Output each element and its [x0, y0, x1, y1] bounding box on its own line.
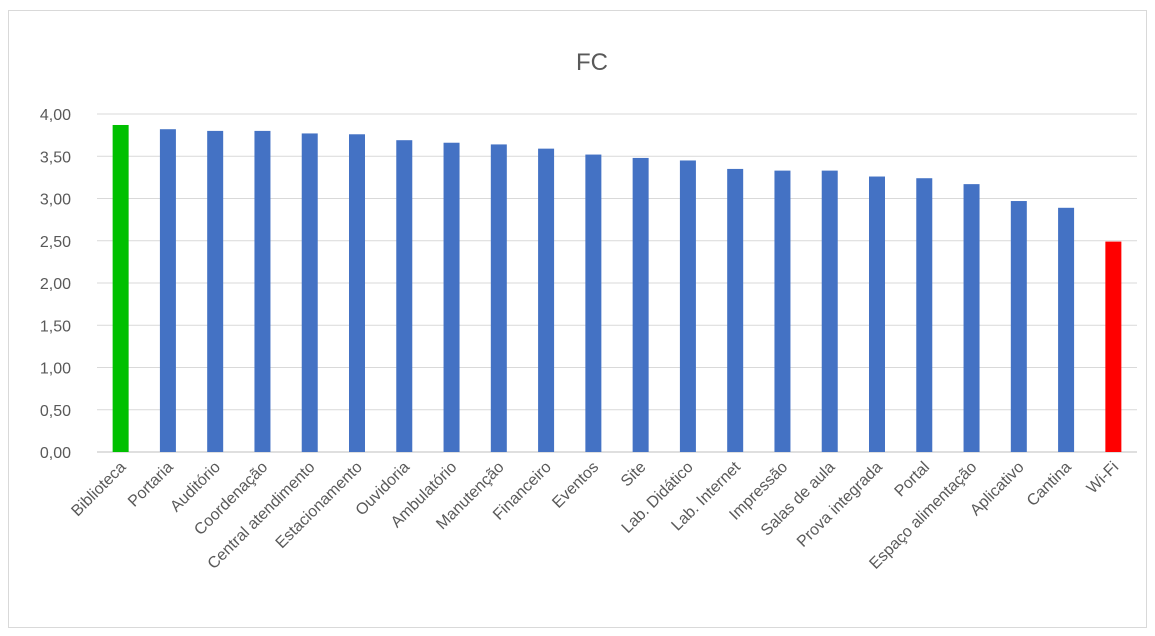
- bar: [1105, 241, 1122, 452]
- bar: [207, 130, 224, 452]
- y-axis: 0,00 0,50 1,00 1,50 2,00 2,50 3,00 3,50 4,00: [40, 107, 71, 462]
- x-tick-label: Cantina: [1024, 459, 1075, 510]
- bar: [538, 148, 555, 452]
- bar: [727, 168, 744, 453]
- bar: [916, 178, 933, 452]
- bar: [112, 124, 129, 453]
- x-tick-label: Biblioteca: [68, 459, 129, 520]
- bar: [349, 134, 365, 452]
- y-tick-label: 2,50: [40, 234, 71, 251]
- bar: [774, 170, 791, 453]
- bar: [159, 129, 176, 452]
- y-tick-label: 4,00: [40, 107, 71, 124]
- x-tick-label: Prova integrada: [794, 459, 886, 551]
- y-tick-label: 3,50: [40, 149, 71, 166]
- bar: [821, 170, 838, 453]
- x-tick-label: Estacionamento: [273, 459, 366, 552]
- chart-title: FC: [576, 49, 608, 76]
- bars: [112, 124, 1122, 453]
- bar: [632, 157, 649, 452]
- bar: [443, 142, 460, 453]
- bar: [869, 176, 885, 452]
- x-axis: BibliotecaPortariaAuditórioCoordenaçãoCe…: [68, 458, 1122, 572]
- y-tick-label: 1,50: [40, 318, 71, 335]
- y-tick-label: 0,00: [40, 445, 71, 462]
- bar: [301, 133, 318, 452]
- bar: [963, 184, 980, 452]
- y-tick-label: 2,00: [40, 276, 71, 293]
- y-tick-label: 3,00: [40, 192, 71, 209]
- bar: [254, 130, 271, 452]
- x-tick-label: Site: [618, 459, 650, 491]
- x-tick-label: Wi-Fi: [1084, 459, 1122, 497]
- bar: [1058, 207, 1075, 452]
- bar: [396, 140, 413, 452]
- y-tick-label: 0,50: [40, 403, 71, 420]
- chart-frame: FC 0,00 0,50 1,00 1,50 2,00 2,50 3,00 3,50 4,00 …: [8, 10, 1147, 628]
- bar-chart: FC 0,000,501,001,502,002,503,003,504,00 …: [40, 49, 1137, 573]
- bar: [1010, 201, 1027, 452]
- y-tick-label: 1,00: [40, 361, 71, 378]
- x-tick-label: Portal: [892, 459, 934, 501]
- bar: [585, 154, 602, 452]
- bar: [490, 144, 507, 453]
- bar: [679, 160, 696, 452]
- x-tick-label: Eventos: [549, 459, 602, 512]
- gridlines: [97, 113, 1137, 453]
